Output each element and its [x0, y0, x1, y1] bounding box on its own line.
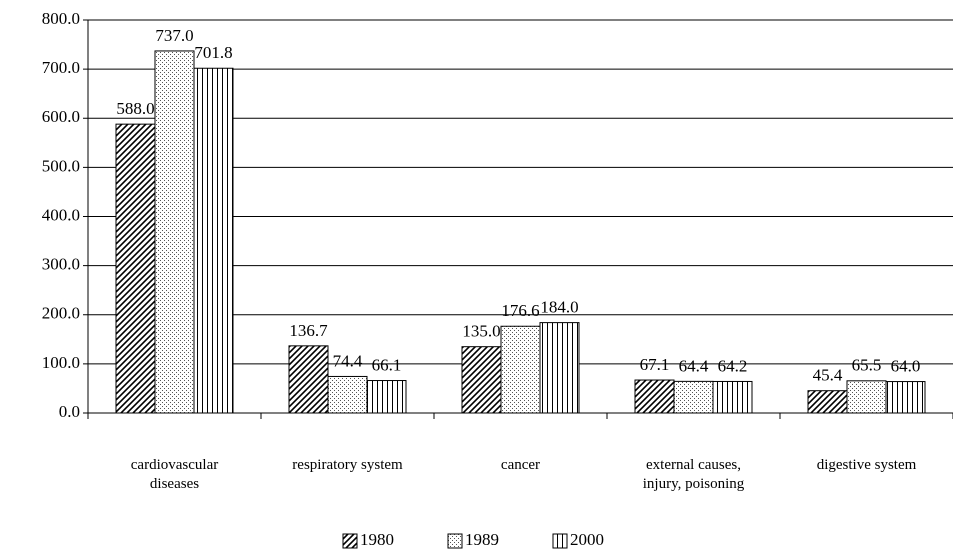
- y-tick-label: 800.0: [42, 9, 80, 28]
- value-label: 701.8: [194, 43, 232, 62]
- x-tick-label: cancer: [500, 457, 541, 473]
- bar: [500, 325, 541, 414]
- y-tick-label: 700.0: [42, 58, 80, 77]
- value-label: 45.4: [813, 366, 843, 385]
- y-tick-label: 500.0: [42, 156, 80, 175]
- value-label: 66.1: [372, 355, 402, 374]
- bar: [807, 390, 848, 414]
- value-label: 64.4: [679, 356, 709, 375]
- y-tick-label: 400.0: [42, 205, 80, 224]
- x-tick-label: external causes, injury, poisoning: [642, 457, 745, 492]
- bar: [885, 381, 926, 414]
- bar: [288, 345, 329, 414]
- bar: [115, 123, 156, 414]
- y-tick-label: 600.0: [42, 107, 80, 126]
- bar: [673, 380, 714, 414]
- legend-swatch: [552, 533, 568, 549]
- value-label: 588.0: [116, 99, 154, 118]
- x-tick-label: cardiovascular diseases: [130, 457, 219, 492]
- legend-label: 2000: [570, 530, 604, 549]
- value-label: 65.5: [852, 356, 882, 375]
- legend-label: 1989: [465, 530, 499, 549]
- value-label: 135.0: [462, 322, 500, 341]
- value-label: 64.2: [718, 356, 748, 375]
- value-label: 184.0: [540, 298, 578, 317]
- bar: [634, 379, 675, 414]
- bar: [461, 346, 502, 414]
- value-label: 737.0: [155, 26, 193, 45]
- x-tick-label: respiratory system: [292, 457, 403, 473]
- y-tick-label: 200.0: [42, 304, 80, 323]
- x-tick-label: digestive system: [816, 457, 917, 473]
- y-tick-label: 100.0: [42, 353, 80, 372]
- y-tick-label: 300.0: [42, 255, 80, 274]
- bar: [712, 380, 753, 414]
- value-label: 67.1: [640, 355, 670, 374]
- bar: [539, 322, 580, 414]
- value-label: 176.6: [501, 301, 539, 320]
- value-label: 74.4: [333, 351, 363, 370]
- legend-swatch: [342, 533, 358, 549]
- legend-label: 1980: [360, 530, 394, 549]
- y-tick-label: 0.0: [59, 402, 80, 421]
- bar: [327, 375, 368, 414]
- bar: [193, 67, 234, 414]
- legend-swatch: [447, 533, 463, 549]
- bar: [366, 380, 407, 414]
- bar: [154, 50, 195, 414]
- value-label: 136.7: [289, 321, 328, 340]
- value-label: 64.0: [891, 356, 921, 375]
- bar: [846, 380, 887, 414]
